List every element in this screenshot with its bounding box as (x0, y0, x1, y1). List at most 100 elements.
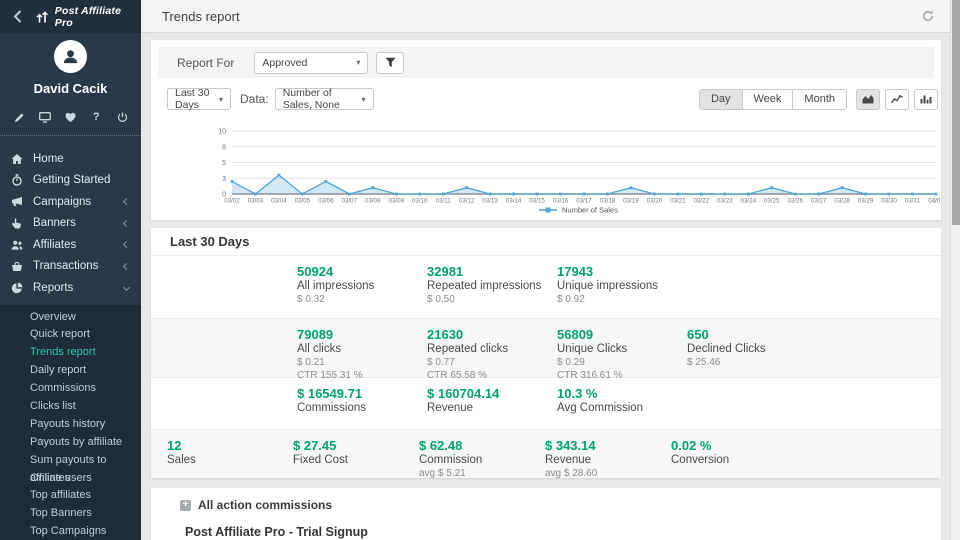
date-range-select[interactable]: Last 30 Days ▾ (167, 88, 231, 110)
svg-text:03/15: 03/15 (529, 198, 545, 205)
area-chart-button[interactable] (856, 89, 880, 110)
period-week-button[interactable]: Week (742, 89, 794, 110)
svg-text:03/21: 03/21 (670, 198, 686, 205)
refresh-button[interactable] (922, 10, 934, 22)
stopwatch-icon (11, 174, 24, 186)
svg-text:03/10: 03/10 (412, 198, 428, 205)
topbar: Trends report (141, 0, 950, 33)
svg-text:03/06: 03/06 (318, 198, 334, 205)
page-title: Trends report (162, 9, 240, 24)
sidebar: David Cacik ? Home Getting Started Campa… (0, 33, 141, 540)
caret-down-icon: ▾ (362, 95, 366, 104)
submenu-item-top-affiliates[interactable]: Top affiliates (0, 487, 141, 505)
submenu-item-trends-report[interactable]: Trends report (0, 344, 141, 362)
sidebar-item-campaigns[interactable]: Campaigns (0, 191, 141, 213)
chevron-left-icon (123, 241, 130, 248)
svg-text:03/03: 03/03 (248, 198, 264, 205)
submenu-item-daily-report[interactable]: Daily report (0, 362, 141, 380)
svg-text:5: 5 (222, 160, 226, 167)
stats-card: Last 30 Days 50924 All impressions $ 0.3… (151, 228, 941, 478)
chevron-left-icon (123, 220, 130, 227)
stat-declined-clicks: 650 Declined Clicks $ 25.46 (687, 319, 817, 377)
svg-text:03/12: 03/12 (459, 198, 475, 205)
hand-pointer-icon (11, 217, 24, 229)
app-logo[interactable]: Post Affiliate Pro (36, 5, 141, 29)
all-action-commissions-expander[interactable]: + All action commissions (151, 488, 941, 512)
bar-chart-button[interactable] (914, 89, 938, 110)
chevron-left-icon (123, 263, 130, 270)
expand-plus-icon[interactable]: + (180, 500, 191, 511)
scrollbar-thumb[interactable] (952, 0, 960, 225)
help-icon[interactable]: ? (87, 110, 105, 124)
topbar-sidebar-section: Post Affiliate Pro (0, 0, 141, 33)
data-series-select[interactable]: Number of Sales, None ▾ (275, 88, 374, 110)
sales-row: 12 Sales $ 27.45 Fixed Cost $ 62.48 Comm… (151, 429, 941, 478)
bar-chart-icon (920, 94, 932, 104)
svg-text:03/14: 03/14 (506, 198, 522, 205)
sidebar-item-affiliates[interactable]: Affiliates (0, 234, 141, 256)
chart-controls-bar: Last 30 Days ▾ Data: Number of Sales, No… (167, 87, 938, 111)
caret-down-icon: ▾ (219, 95, 223, 104)
svg-text:03/07: 03/07 (342, 198, 358, 205)
favorites-heart-icon[interactable] (62, 110, 80, 124)
svg-text:03/20: 03/20 (647, 198, 663, 205)
sidebar-item-banners[interactable]: Banners (0, 213, 141, 235)
stat-all-clicks: 79089 All clicks $ 0.21 CTR 155.31 % (297, 319, 427, 377)
svg-text:03/28: 03/28 (834, 198, 850, 205)
action-commissions-card: + All action commissions Post Affiliate … (151, 488, 941, 540)
stat-conversion: 0.02 % Conversion (671, 430, 797, 478)
svg-text:03/22: 03/22 (694, 198, 710, 205)
main-content: Report For Approved ▾ Last 30 Days ▾ Dat… (141, 33, 950, 540)
period-month-button[interactable]: Month (792, 89, 847, 110)
svg-text:8: 8 (222, 144, 226, 151)
svg-text:03/30: 03/30 (881, 198, 897, 205)
pie-chart-icon (11, 282, 24, 294)
line-chart-button[interactable] (885, 89, 909, 110)
trends-chart: 03581003/0203/0303/0403/0503/0603/0703/0… (151, 120, 941, 218)
stat-revenue: $ 160704.14 Revenue (427, 378, 557, 429)
sidebar-item-home[interactable]: Home (0, 148, 141, 170)
edit-icon[interactable] (10, 110, 28, 124)
sidebar-item-getting-started[interactable]: Getting Started (0, 170, 141, 192)
submenu-item-payouts-by-affiliate[interactable]: Payouts by affiliate (0, 434, 141, 452)
basket-icon (11, 260, 24, 272)
submenu-item-clicks-list[interactable]: Clicks list (0, 398, 141, 416)
svg-text:03/26: 03/26 (787, 198, 803, 205)
vertical-scrollbar[interactable] (950, 0, 960, 540)
svg-text:3: 3 (222, 176, 226, 183)
home-icon (11, 153, 24, 165)
svg-text:03/16: 03/16 (553, 198, 569, 205)
stat-unique-impressions: 17943 Unique impressions $ 0.92 (557, 256, 687, 318)
svg-text:03/09: 03/09 (389, 198, 405, 205)
submenu-item-top-banners[interactable]: Top Banners (0, 505, 141, 523)
back-button[interactable] (8, 6, 28, 28)
monitor-icon[interactable] (36, 110, 54, 124)
svg-text:03/04: 03/04 (271, 198, 287, 205)
svg-text:03/27: 03/27 (811, 198, 827, 205)
submenu-item-commissions[interactable]: Commissions (0, 380, 141, 398)
stat-unique-clicks: 56809 Unique Clicks $ 0.29 CTR 316.61 % (557, 319, 687, 377)
submenu-item-quick-report[interactable]: Quick report (0, 326, 141, 344)
submenu-item-payouts-history[interactable]: Payouts history (0, 416, 141, 434)
stat-repeated-clicks: 21630 Repeated clicks $ 0.77 CTR 65.58 % (427, 319, 557, 377)
all-action-commissions-label: All action commissions (198, 498, 332, 512)
submenu-item-sum-payouts[interactable]: Sum payouts to affiliates (0, 452, 141, 470)
power-icon[interactable] (113, 110, 131, 124)
svg-text:03/31: 03/31 (905, 198, 921, 205)
filter-button[interactable] (376, 52, 404, 74)
sidebar-item-reports[interactable]: Reports (0, 277, 141, 299)
stat-sales: 12 Sales (167, 430, 293, 478)
report-for-select[interactable]: Approved ▾ (254, 52, 368, 74)
submenu-item-online-users[interactable]: Online users (0, 470, 141, 488)
person-icon (61, 47, 80, 66)
svg-text:03/24: 03/24 (741, 198, 757, 205)
submenu-item-top-campaigns[interactable]: Top Campaigns (0, 523, 141, 540)
period-day-button[interactable]: Day (699, 89, 743, 110)
chart-area: 03581003/0203/0303/0403/0503/0603/0703/0… (151, 120, 941, 218)
svg-text:03/17: 03/17 (576, 198, 592, 205)
avatar[interactable] (54, 40, 87, 73)
sidebar-item-transactions[interactable]: Transactions (0, 256, 141, 278)
submenu-item-overview[interactable]: Overview (0, 309, 141, 327)
line-chart-icon (891, 94, 903, 104)
main-menu: Home Getting Started Campaigns Banners A… (0, 136, 141, 305)
